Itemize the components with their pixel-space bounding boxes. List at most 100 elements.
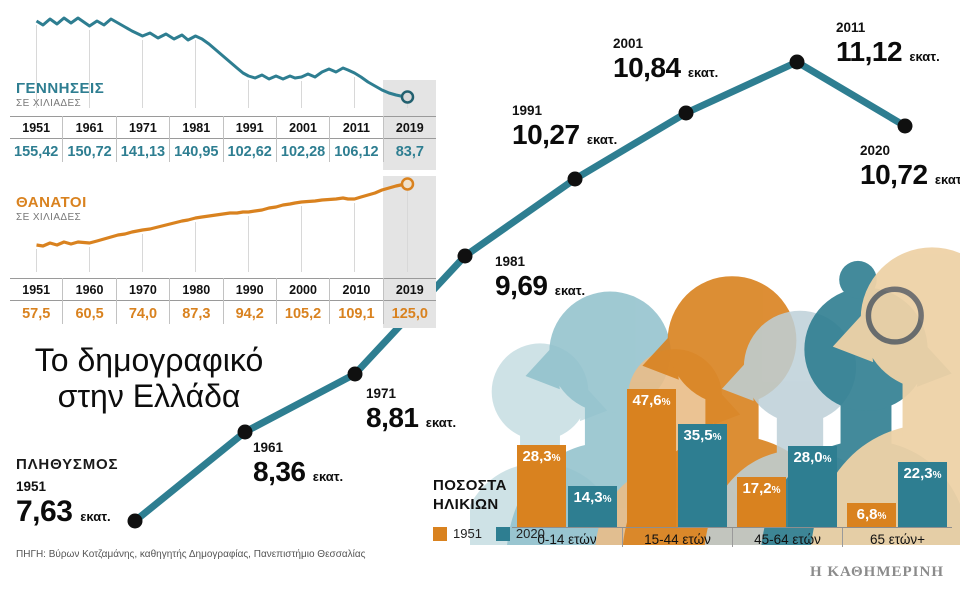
population-point bbox=[567, 171, 583, 187]
page-title: Το δημογραφικό στην Ελλάδα bbox=[8, 342, 290, 414]
births-table: 1951 155,42 1961 150,72 1971 141,13 1981 140,95… bbox=[10, 116, 436, 162]
births-column: 2001 102,28 bbox=[275, 116, 330, 162]
population-point-label-1991: 1991 10,27 εκατ. bbox=[512, 103, 618, 150]
deaths-year: 1980 bbox=[170, 278, 223, 301]
deaths-sparkline bbox=[36, 177, 415, 272]
bar-value: 14,3% bbox=[573, 488, 612, 506]
deaths-panel: ΘΑΝΑΤΟΙ ΣΕ ΧΙΛΙΑΔΕΣ 1951 57,5 1960 60,5 1970… bbox=[10, 172, 436, 334]
deaths-sublabel: ΣΕ ΧΙΛΙΑΔΕΣ bbox=[16, 212, 82, 223]
age-category: 15-44 ετών bbox=[622, 528, 732, 547]
bar-1951-65plus: 6,8% bbox=[847, 503, 896, 527]
age-category: 65 ετών+ bbox=[842, 528, 952, 547]
bar-2020-65plus: 22,3% bbox=[898, 462, 947, 527]
deaths-value: 57,5 bbox=[22, 306, 51, 322]
source-credit: ΠΗΓΗ: Βύρων Κοτζαμάνης, καθηγητής Δημογρ… bbox=[16, 549, 366, 560]
births-year: 2019 bbox=[383, 116, 436, 139]
deaths-value: 74,0 bbox=[128, 306, 158, 322]
legend-label-2020: 2020 bbox=[515, 526, 545, 541]
births-year: 1991 bbox=[223, 116, 276, 139]
deaths-column: 2010 109,1 bbox=[329, 278, 383, 324]
births-value: 102,28 bbox=[280, 144, 326, 160]
births-column: 2019 83,7 bbox=[382, 116, 436, 162]
births-value: 155,42 bbox=[14, 144, 59, 160]
population-point-label-1971: 1971 8,81 εκατ. bbox=[366, 386, 457, 433]
births-panel: ΓΕΝΝΗΣΕΙΣ ΣΕ ΧΙΛΙΑΔΕΣ 1951 155,42 1961 150,… bbox=[10, 6, 436, 170]
bar-2020-0-14: 14,3% bbox=[568, 485, 617, 527]
births-value: 140,95 bbox=[174, 144, 219, 160]
bar-1951-15-44: 47,6% bbox=[627, 388, 676, 527]
deaths-column: 2019 125,0 bbox=[382, 278, 436, 324]
births-year: 2001 bbox=[276, 116, 330, 139]
deaths-line bbox=[36, 182, 404, 248]
deaths-year: 1970 bbox=[116, 278, 170, 301]
deaths-value: 109,1 bbox=[338, 306, 375, 322]
age-group-45-64: 17,2% 28,0% bbox=[732, 445, 842, 527]
bar-2020-15-44: 35,5% bbox=[678, 424, 727, 527]
births-year: 1971 bbox=[116, 116, 170, 139]
population-point-label-1961: 1961 8,36 εκατ. bbox=[253, 440, 344, 487]
births-year: 2011 bbox=[330, 116, 383, 139]
births-sublabel: ΣΕ ΧΙΛΙΑΔΕΣ bbox=[16, 98, 82, 109]
deaths-drop-lines bbox=[36, 188, 408, 272]
age-bars: 28,3% 14,3% 47,6% 35,5% 17,2% 28 bbox=[512, 382, 952, 528]
population-series-label: ΠΛΗΘΥΣΜΟΣ bbox=[16, 456, 119, 473]
deaths-2019-highlight bbox=[383, 176, 436, 328]
bar-value: 28,0% bbox=[793, 448, 832, 466]
deaths-column: 1980 87,3 bbox=[169, 278, 223, 324]
population-point bbox=[897, 118, 913, 134]
deaths-year: 2010 bbox=[330, 278, 383, 301]
births-year: 1961 bbox=[63, 116, 116, 139]
age-group-65plus: 6,8% 22,3% bbox=[842, 462, 952, 527]
deaths-column: 1990 94,2 bbox=[222, 278, 276, 324]
bar-value: 6,8% bbox=[856, 506, 887, 523]
population-point bbox=[789, 54, 805, 70]
deaths-value: 87,3 bbox=[182, 306, 211, 322]
births-year: 1981 bbox=[170, 116, 223, 139]
births-sparkline bbox=[35, 16, 415, 108]
age-category-labels: 0-14 ετών 15-44 ετών 45-64 ετών 65 ετών+ bbox=[512, 528, 952, 547]
births-value: 102,62 bbox=[227, 144, 272, 160]
population-point-label-2001: 2001 10,84 εκατ. bbox=[613, 36, 719, 83]
births-end-dot bbox=[400, 90, 415, 104]
kathimerini-logo: Η ΚΑΘΗΜΕΡΙΝΗ bbox=[809, 564, 944, 580]
births-value: 83,7 bbox=[395, 144, 424, 160]
age-group-0-14: 28,3% 14,3% bbox=[512, 444, 622, 527]
births-drop-lines bbox=[36, 25, 408, 108]
legend-swatch-1951 bbox=[433, 526, 447, 541]
births-value: 150,72 bbox=[67, 144, 112, 160]
bar-value: 28,3% bbox=[522, 447, 561, 465]
deaths-label: ΘΑΝΑΤΟΙ bbox=[16, 194, 87, 211]
deaths-year: 1960 bbox=[63, 278, 116, 301]
deaths-table: 1951 57,5 1960 60,5 1970 74,0 1980 87,3 1990 94,2… bbox=[10, 278, 436, 324]
population-point-label-2020: 2020 10,72 εκατ. bbox=[860, 143, 960, 190]
age-group-15-44: 47,6% 35,5% bbox=[622, 388, 732, 527]
population-point-label-1981: 1981 9,69 εκατ. bbox=[495, 254, 586, 301]
births-line bbox=[35, 16, 404, 98]
births-column: 1961 150,72 bbox=[62, 116, 116, 162]
deaths-value: 94,2 bbox=[235, 306, 264, 322]
births-column: 1971 141,13 bbox=[115, 116, 170, 162]
bar-1951-45-64: 17,2% bbox=[737, 477, 786, 527]
deaths-year: 1951 bbox=[10, 278, 63, 301]
deaths-column: 1960 60,5 bbox=[62, 278, 116, 324]
deaths-value: 60,5 bbox=[75, 306, 104, 322]
title-line-2: στην Ελλάδα bbox=[57, 378, 241, 415]
births-column: 1981 140,95 bbox=[169, 116, 223, 162]
age-category: 45-64 ετών bbox=[732, 528, 842, 547]
deaths-year: 2019 bbox=[383, 278, 436, 301]
legend-label-1951: 1951 bbox=[453, 526, 482, 541]
births-year: 1951 bbox=[10, 116, 63, 139]
deaths-column: 2000 105,2 bbox=[275, 278, 330, 324]
bar-value: 17,2% bbox=[742, 480, 781, 498]
age-chart-title: ΠΟΣΟΣΤΑ ΗΛΙΚΙΩΝ bbox=[433, 477, 507, 513]
bar-1951-0-14: 28,3% bbox=[517, 444, 566, 527]
births-value: 141,13 bbox=[120, 144, 166, 160]
population-point-label-2011: 2011 11,12 εκατ. bbox=[836, 20, 940, 67]
legend-swatch-2020 bbox=[495, 526, 510, 541]
deaths-end-dot bbox=[400, 177, 415, 191]
deaths-year: 2000 bbox=[276, 278, 330, 301]
deaths-column: 1970 74,0 bbox=[115, 278, 170, 324]
bar-value: 22,3% bbox=[903, 465, 942, 483]
births-column: 1951 155,42 bbox=[10, 116, 63, 162]
